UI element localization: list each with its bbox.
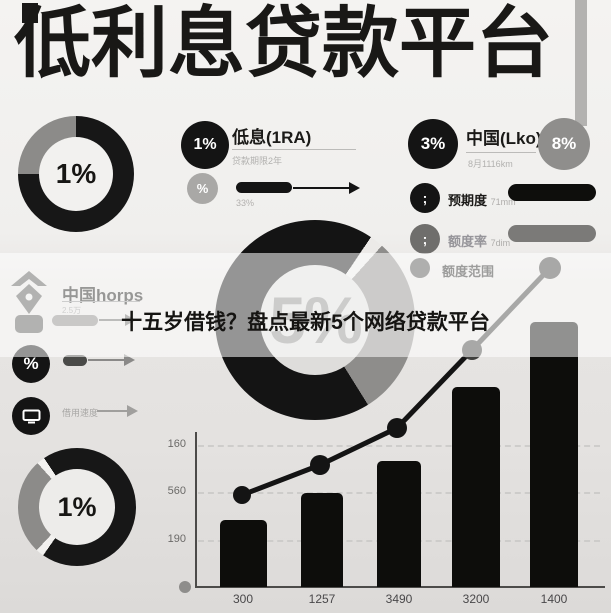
low-interest-caption: 33% — [236, 198, 255, 208]
y-tick-label: 190 — [167, 533, 186, 545]
china-lko-badge-left: 3% — [408, 119, 458, 169]
arrow-right-icon — [293, 182, 360, 194]
bar — [377, 461, 421, 587]
low-interest-badge: 1% — [181, 121, 229, 169]
overlay-headline: 十五岁借钱？盘点最新5个网络贷款平台 — [121, 311, 490, 334]
bar — [530, 322, 578, 587]
bar — [452, 387, 500, 587]
metric-bar-black — [508, 184, 596, 201]
axis-origin-dot — [179, 581, 191, 593]
low-interest-subtext: 贷款期限2年 — [232, 156, 283, 166]
metric-label-suffix: 7dim — [490, 238, 511, 248]
divider — [466, 152, 536, 153]
glyph-icon: ; — [422, 231, 428, 247]
progress-pill-black — [236, 182, 292, 193]
arrow-right-icon — [97, 405, 138, 417]
donut-hole: 1% — [39, 469, 115, 545]
metric-row-label: 预期度 71mm — [448, 190, 516, 209]
low-interest-heading: 低息(1RA) — [232, 128, 312, 147]
glyph-icon: ; — [422, 190, 428, 206]
data-point-dot — [310, 455, 330, 475]
data-point-dot — [233, 486, 251, 504]
percent-badge-small: % — [187, 173, 218, 204]
x-tick-label: 1257 — [308, 592, 336, 606]
x-axis — [195, 586, 605, 588]
china-lko-heading: 中国(Lko) — [466, 129, 542, 148]
data-point-dot — [462, 340, 482, 360]
metric-row-icon: ; — [410, 183, 440, 213]
bar — [220, 520, 267, 587]
x-tick-label: 1400 — [540, 592, 568, 606]
donut-hole: 1% — [39, 137, 113, 211]
x-tick-label: 300 — [232, 592, 254, 606]
metric-label-text: 预期度 — [448, 193, 488, 208]
metric-bar-gray — [508, 225, 596, 242]
y-tick-label: 160 — [167, 438, 186, 450]
china-lko-subtext: 8月1116km — [468, 159, 513, 169]
monitor-icon — [22, 409, 40, 423]
donut-value: 1% — [57, 491, 97, 522]
x-tick-label: 3200 — [462, 592, 490, 606]
page-title: 低利息贷款平台 — [14, 1, 553, 87]
donut-chart-bottom-left: 1% — [18, 448, 136, 566]
gridline — [198, 445, 600, 447]
divider — [232, 149, 356, 150]
y-tick-label: 560 — [167, 485, 186, 497]
metric-label-suffix: 71mm — [490, 197, 516, 207]
edge-strip-decoration — [575, 0, 587, 126]
metric-row-icon: ; — [410, 224, 440, 254]
donut-chart-top-left: 1% — [18, 116, 134, 232]
speed-circle — [12, 397, 50, 435]
china-lko-badge-right: 8% — [538, 118, 590, 170]
metric-label-text: 额度率 — [448, 234, 488, 249]
arrow-right-icon — [88, 354, 135, 366]
corner-ink-blob — [22, 3, 38, 23]
data-point-dot — [539, 257, 561, 279]
y-axis — [195, 432, 197, 588]
speed-row-label: 借用速度 — [62, 408, 99, 418]
metric-row-label: 额度率 7dim — [448, 231, 510, 250]
bar — [301, 493, 343, 587]
donut-value: 1% — [55, 158, 97, 189]
progress-pill-dark — [63, 355, 87, 366]
x-tick-label: 3490 — [385, 592, 413, 606]
data-point-dot — [387, 418, 407, 438]
